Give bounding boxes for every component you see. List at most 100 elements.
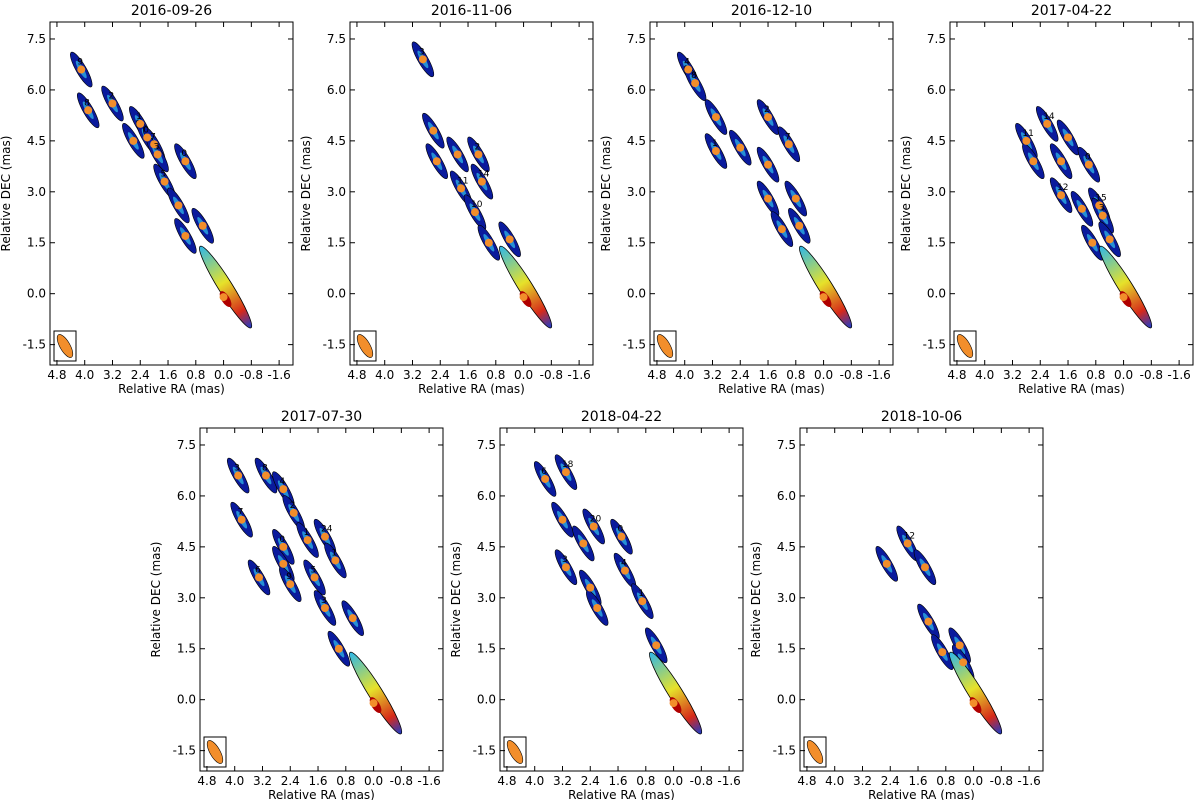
component-marker: [348, 614, 357, 623]
component-label: 8: [84, 98, 90, 108]
component-label: 14: [1043, 112, 1055, 122]
x-tick-label: 1.6: [1058, 368, 1077, 382]
component-marker: [561, 563, 570, 572]
y-tick-label: 3.0: [627, 185, 646, 199]
component-marker: [320, 532, 329, 541]
component-label: 18: [562, 460, 574, 470]
component-label: 5: [311, 565, 317, 575]
y-tick-label: -1.5: [323, 338, 346, 352]
x-tick-label: 1.6: [308, 774, 327, 788]
component-label: 4: [684, 58, 690, 68]
y-tick-label: 6.0: [477, 489, 496, 503]
x-tick-label: 0.0: [664, 774, 683, 788]
component-marker: [261, 471, 270, 480]
x-tick-label: 0.0: [214, 368, 233, 382]
x-tick-label: -0.8: [540, 368, 563, 382]
component-label: 11: [1022, 129, 1033, 139]
x-axis-label: Relative RA (mas): [718, 382, 825, 396]
component-label: 3: [1099, 204, 1105, 214]
x-tick-label: -1.6: [267, 368, 290, 382]
component-label: 1: [136, 112, 142, 122]
y-axis-label: Relative DEC (mas): [449, 542, 463, 658]
component-marker: [764, 160, 773, 169]
x-axis-label: Relative RA (mas): [268, 788, 375, 800]
component-marker: [474, 150, 483, 159]
x-tick-label: -1.6: [417, 774, 440, 788]
panel-title: 2018-04-22: [581, 409, 662, 425]
x-tick-label: -0.8: [240, 368, 263, 382]
component-label: 3: [154, 142, 160, 152]
core-jet: [799, 245, 853, 329]
jet-emission: [1015, 106, 1153, 329]
component-marker: [791, 194, 800, 203]
component-marker: [938, 648, 947, 657]
component-marker: [108, 99, 117, 108]
component-label: 3: [234, 464, 240, 474]
x-axis-label: Relative RA (mas): [568, 788, 675, 800]
core-jet: [499, 245, 553, 329]
component-marker: [589, 522, 598, 531]
y-tick-label: 3.0: [927, 185, 946, 199]
component-marker: [1098, 211, 1107, 220]
y-tick-label: 7.5: [327, 32, 346, 46]
x-tick-label: 0.0: [1114, 368, 1133, 382]
component-label: 2: [764, 105, 770, 115]
component-label: 0: [279, 535, 285, 545]
beam-ellipse: [806, 740, 824, 764]
component-label: 0: [143, 125, 149, 135]
x-tick-label: 1.6: [758, 368, 777, 382]
x-tick-label: 0.8: [486, 368, 505, 382]
y-axis-label: Relative DEC (mas): [899, 136, 913, 252]
x-tick-label: 2.4: [281, 774, 300, 788]
component-label: 5: [161, 170, 167, 180]
component-marker: [181, 231, 190, 240]
x-tick-label: 0.8: [186, 368, 205, 382]
component-label: 1: [304, 528, 310, 538]
x-tick-label: 4.8: [797, 774, 816, 788]
x-tick-label: 0.0: [514, 368, 533, 382]
component-marker: [331, 556, 340, 565]
x-tick-label: 4.8: [347, 368, 366, 382]
y-tick-label: 0.0: [777, 693, 796, 707]
y-tick-label: 1.5: [627, 236, 646, 250]
component-marker: [453, 150, 462, 159]
panel-4: 11 14 0 12 153 2017-04-22 4.8 4.0 3.2 2.4 1.6 0.8 0.…: [899, 3, 1194, 396]
component-label: 12: [1057, 183, 1068, 193]
component-marker: [432, 157, 441, 166]
beam-ellipse: [56, 334, 74, 358]
component-marker: [579, 539, 588, 548]
axes-frame: [949, 21, 1194, 366]
y-tick-label: -1.5: [173, 744, 196, 758]
y-axis-label: Relative DEC (mas): [0, 136, 13, 252]
x-tick-label: 1.6: [908, 774, 927, 788]
panel-title: 2016-09-26: [131, 3, 212, 19]
component-marker: [279, 485, 288, 494]
component-marker: [1057, 191, 1066, 200]
axes-frame: [499, 427, 744, 772]
component-marker: [136, 119, 145, 128]
axes-frame: [349, 21, 594, 366]
axes-frame: [49, 21, 294, 366]
component-marker: [470, 208, 479, 217]
y-tick-label: 0.0: [27, 287, 46, 301]
y-tick-label: 0.0: [177, 693, 196, 707]
component-marker: [955, 641, 964, 650]
component-label: 3: [321, 596, 327, 606]
component-marker: [484, 238, 493, 247]
component-marker: [959, 658, 968, 667]
component-marker: [711, 113, 720, 122]
y-tick-label: 7.5: [777, 438, 796, 452]
x-tick-label: 2.4: [1031, 368, 1050, 382]
y-tick-label: 6.0: [327, 83, 346, 97]
core-jet: [1099, 245, 1153, 329]
x-tick-label: -0.8: [1140, 368, 1163, 382]
jet-emission: [875, 525, 1003, 735]
x-tick-label: 1.6: [458, 368, 477, 382]
y-tick-label: 1.5: [177, 642, 196, 656]
axes-frame: [199, 427, 444, 772]
y-tick-label: 6.0: [777, 489, 796, 503]
component-marker: [129, 136, 138, 145]
component-label: 3: [419, 47, 425, 57]
